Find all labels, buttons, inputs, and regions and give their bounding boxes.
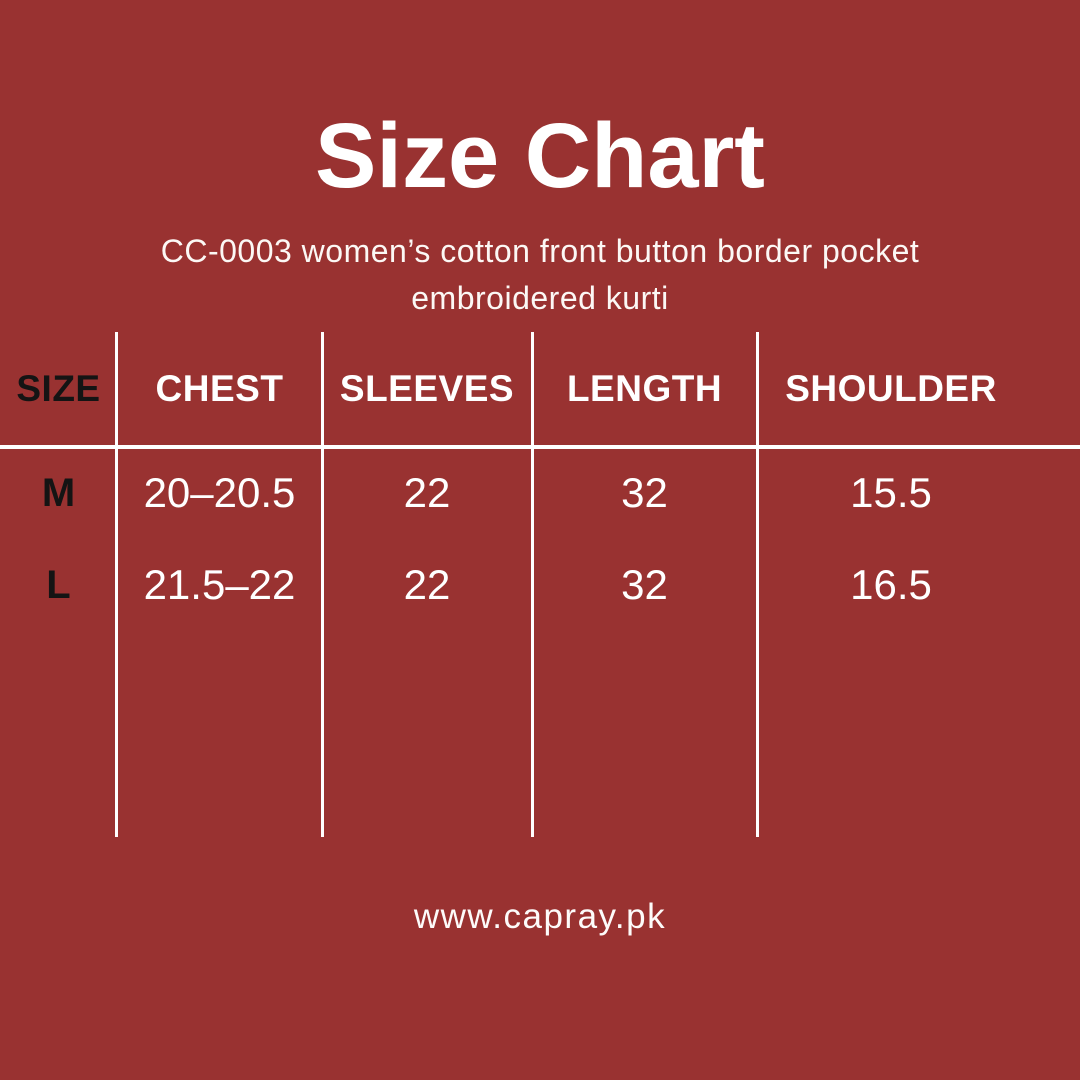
- page-title: Size Chart: [315, 105, 765, 207]
- header-row-divider: [0, 445, 1080, 449]
- column-header-chest: CHEST: [155, 367, 284, 409]
- table-row: L 21.5–22 22 32 16.5: [0, 539, 1080, 631]
- table-header-row: SIZE CHEST SLEEVES LENGTH SHOULDER: [0, 332, 1080, 445]
- subtitle-line-2: embroidered kurti: [411, 280, 669, 316]
- column-header-size: SIZE: [16, 367, 101, 409]
- product-subtitle: CC-0003 women’s cotton front button bord…: [0, 228, 1080, 322]
- subtitle-line-1: CC-0003 women’s cotton front button bord…: [160, 233, 920, 269]
- length-value-l: 32: [621, 561, 668, 608]
- sleeves-value-m: 22: [403, 469, 451, 516]
- shoulder-value-l: 16.5: [850, 561, 932, 608]
- shoulder-value-m: 15.5: [850, 469, 932, 516]
- size-value-l: L: [46, 562, 71, 607]
- column-divider-3: [531, 332, 534, 837]
- website-url: www.capray.pk: [413, 897, 667, 936]
- column-header-sleeves: SLEEVES: [339, 367, 515, 409]
- column-divider-4: [756, 332, 759, 837]
- column-divider-2: [321, 332, 324, 837]
- chest-value-l: 21.5–22: [143, 561, 296, 608]
- column-header-shoulder: SHOULDER: [785, 367, 997, 409]
- column-header-length: LENGTH: [566, 367, 723, 409]
- size-value-m: M: [41, 470, 76, 515]
- column-divider-1: [115, 332, 118, 837]
- length-value-m: 32: [621, 469, 668, 516]
- sleeves-value-l: 22: [403, 561, 451, 608]
- table-row: M 20–20.5 22 32 15.5: [0, 447, 1080, 539]
- chest-value-m: 20–20.5: [143, 469, 296, 516]
